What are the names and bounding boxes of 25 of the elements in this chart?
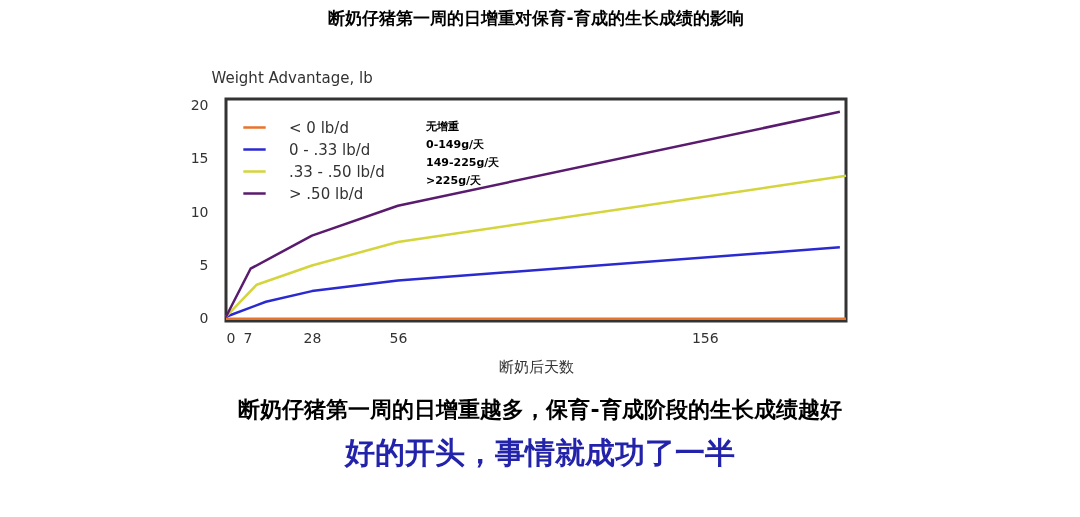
y-axis-title: Weight Advantage, lb — [211, 68, 373, 87]
legend-label: < 0 lb/d — [289, 118, 349, 137]
annotation: 无增重 — [425, 120, 459, 133]
y-tick-label: 0 — [199, 310, 209, 327]
x-tick-label: 156 — [691, 329, 719, 346]
legend-label: 0 - .33 lb/d — [289, 140, 371, 159]
y-tick-label: 5 — [199, 257, 209, 273]
annotation: 149-225g/天 — [426, 156, 501, 169]
x-tick-label: 28 — [303, 329, 322, 346]
text: 好的开头，事情就成功了一半 — [343, 434, 736, 472]
y-tick-label: 20 — [190, 96, 209, 113]
annotation: 0-149g/天 — [426, 138, 486, 151]
x-tick-label: 56 — [389, 329, 408, 346]
text: 断奶仔猪第一周的日增重越多，保育-育成阶段的生长成绩越好 — [237, 396, 843, 424]
annotation: >225g/天 — [426, 174, 483, 187]
y-tick-label: 10 — [190, 203, 209, 220]
legend-label: > .50 lb/d — [289, 184, 364, 203]
line-series — [224, 246, 842, 318]
x-tick-label: 0 — [226, 329, 236, 346]
x-tick-label: 7 — [243, 329, 253, 346]
chart-title: 断奶仔猪第一周的日增重对保育-育成的生长成绩的影响 — [328, 8, 744, 28]
y-tick-label: 15 — [190, 150, 209, 167]
x-axis-title: 断奶后天数 — [499, 357, 574, 376]
legend-label: .33 - .50 lb/d — [289, 162, 385, 181]
line-series — [224, 110, 842, 318]
